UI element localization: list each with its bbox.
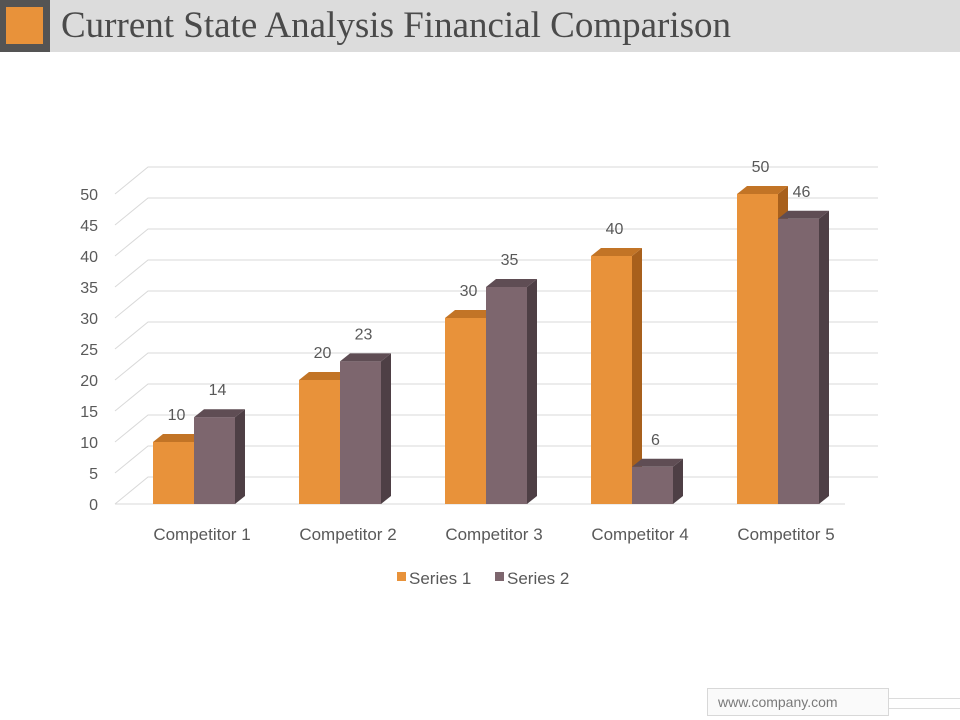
bar-front xyxy=(778,218,819,505)
bar-front xyxy=(299,380,340,504)
x-tick-label: Competitor 5 xyxy=(737,525,834,544)
chart: 0 5 10 15 20 25 30 35 40 45 50 10 14 Competitor 1 20 23… xyxy=(80,159,878,588)
bar-2-1 xyxy=(194,409,245,504)
y-tick-label: 45 xyxy=(80,218,98,235)
bar-front xyxy=(591,256,632,504)
data-label: 6 xyxy=(651,432,660,449)
bar-1-4 xyxy=(591,248,642,504)
bar-front xyxy=(340,361,381,504)
bar-side xyxy=(235,409,245,504)
y-tick-label: 30 xyxy=(80,311,98,328)
footer-website: www.company.com xyxy=(718,694,838,710)
data-label: 50 xyxy=(752,159,770,176)
header-accent xyxy=(0,0,50,52)
bar-top xyxy=(778,210,829,219)
bar-side xyxy=(381,353,391,504)
bar-top xyxy=(737,186,788,194)
y-tick-label: 5 xyxy=(89,466,98,483)
data-label: 35 xyxy=(501,252,519,269)
bar-front xyxy=(445,318,486,504)
data-label: 14 xyxy=(209,382,227,399)
y-tick-label: 25 xyxy=(80,342,98,359)
y-tick-label: 35 xyxy=(80,280,98,297)
bar-side xyxy=(819,210,829,505)
data-label: 40 xyxy=(606,221,624,238)
y-tick-label: 20 xyxy=(80,373,98,390)
footer-website-box: www.company.com xyxy=(707,688,889,716)
legend-label-2: Series 2 xyxy=(507,569,569,588)
x-tick-label: Competitor 3 xyxy=(445,525,542,544)
y-tick-label: 15 xyxy=(80,404,98,421)
bar-2-2 xyxy=(340,353,391,504)
bar-1-1 xyxy=(153,434,204,504)
gridline xyxy=(114,197,878,226)
legend-label-1: Series 1 xyxy=(409,569,471,588)
bar-top xyxy=(194,409,245,418)
y-tick-label: 50 xyxy=(80,187,98,204)
bar-side xyxy=(632,248,642,504)
bar-top xyxy=(299,372,350,380)
legend-swatch-2 xyxy=(495,572,504,581)
bar-top xyxy=(153,434,204,442)
data-label: 20 xyxy=(314,345,332,362)
bar-front xyxy=(194,417,235,504)
bar-2-5 xyxy=(778,210,829,505)
bar-front xyxy=(632,466,673,504)
bar-top xyxy=(445,310,496,318)
bar-top xyxy=(340,353,391,362)
x-tick-label: Competitor 4 xyxy=(591,525,688,544)
legend-swatch-1 xyxy=(397,572,406,581)
header-bar: Current State Analysis Financial Compari… xyxy=(0,0,960,52)
y-tick-label: 40 xyxy=(80,249,98,266)
footer-divider xyxy=(889,708,960,709)
data-label: 23 xyxy=(355,326,373,343)
square-icon xyxy=(6,7,43,44)
bar-side xyxy=(527,279,537,504)
page-title: Current State Analysis Financial Compari… xyxy=(61,5,732,46)
bar-front xyxy=(153,442,194,504)
data-label: 10 xyxy=(168,407,186,424)
bar-front xyxy=(486,287,527,504)
bar-top xyxy=(632,458,683,467)
gridline xyxy=(114,228,878,257)
bar-2-3 xyxy=(486,279,537,504)
bar-top xyxy=(591,248,642,256)
data-label: 46 xyxy=(793,184,811,201)
bar-side xyxy=(673,458,683,504)
y-tick-label: 0 xyxy=(89,497,98,514)
x-tick-label: Competitor 2 xyxy=(299,525,396,544)
bar-front xyxy=(737,194,778,504)
y-tick-label: 10 xyxy=(80,435,98,452)
bar-top xyxy=(486,279,537,287)
bar-2-4 xyxy=(632,458,683,504)
gridline xyxy=(114,166,878,195)
data-label: 30 xyxy=(460,283,478,300)
footer-divider xyxy=(889,698,960,699)
x-tick-label: Competitor 1 xyxy=(153,525,250,544)
